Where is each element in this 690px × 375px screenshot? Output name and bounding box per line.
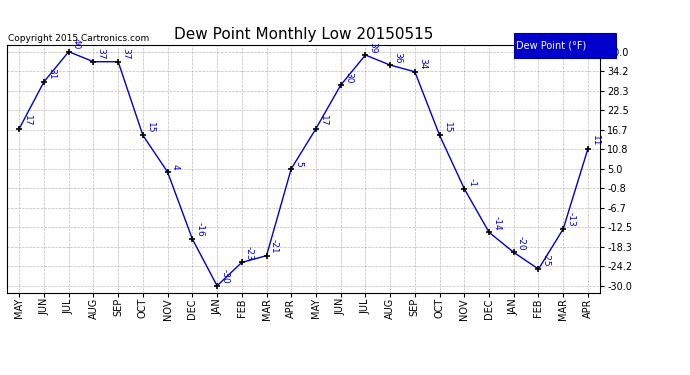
Text: 15: 15 (146, 122, 155, 133)
Text: 11: 11 (591, 135, 600, 147)
Text: Dew Point (°F): Dew Point (°F) (516, 40, 586, 50)
Text: -14: -14 (492, 216, 501, 230)
Text: -25: -25 (542, 252, 551, 267)
Text: 17: 17 (23, 115, 32, 127)
Text: Copyright 2015 Cartronics.com: Copyright 2015 Cartronics.com (8, 34, 150, 43)
Text: 40: 40 (72, 38, 81, 50)
Text: -23: -23 (245, 246, 254, 260)
Text: -30: -30 (220, 269, 229, 284)
Text: 4: 4 (171, 165, 180, 170)
Text: 34: 34 (418, 58, 427, 70)
Title: Dew Point Monthly Low 20150515: Dew Point Monthly Low 20150515 (174, 27, 433, 42)
Text: 31: 31 (47, 68, 56, 80)
Text: 37: 37 (97, 48, 106, 60)
Text: 5: 5 (295, 161, 304, 167)
Text: 37: 37 (121, 48, 130, 60)
Text: -1: -1 (468, 178, 477, 187)
Text: 17: 17 (319, 115, 328, 127)
Text: -21: -21 (270, 239, 279, 254)
Text: 30: 30 (344, 72, 353, 83)
Text: -16: -16 (195, 222, 204, 237)
Text: 15: 15 (443, 122, 452, 133)
Text: 36: 36 (393, 51, 402, 63)
Text: -20: -20 (517, 236, 526, 250)
Text: 39: 39 (368, 42, 377, 53)
Text: -13: -13 (566, 212, 575, 227)
